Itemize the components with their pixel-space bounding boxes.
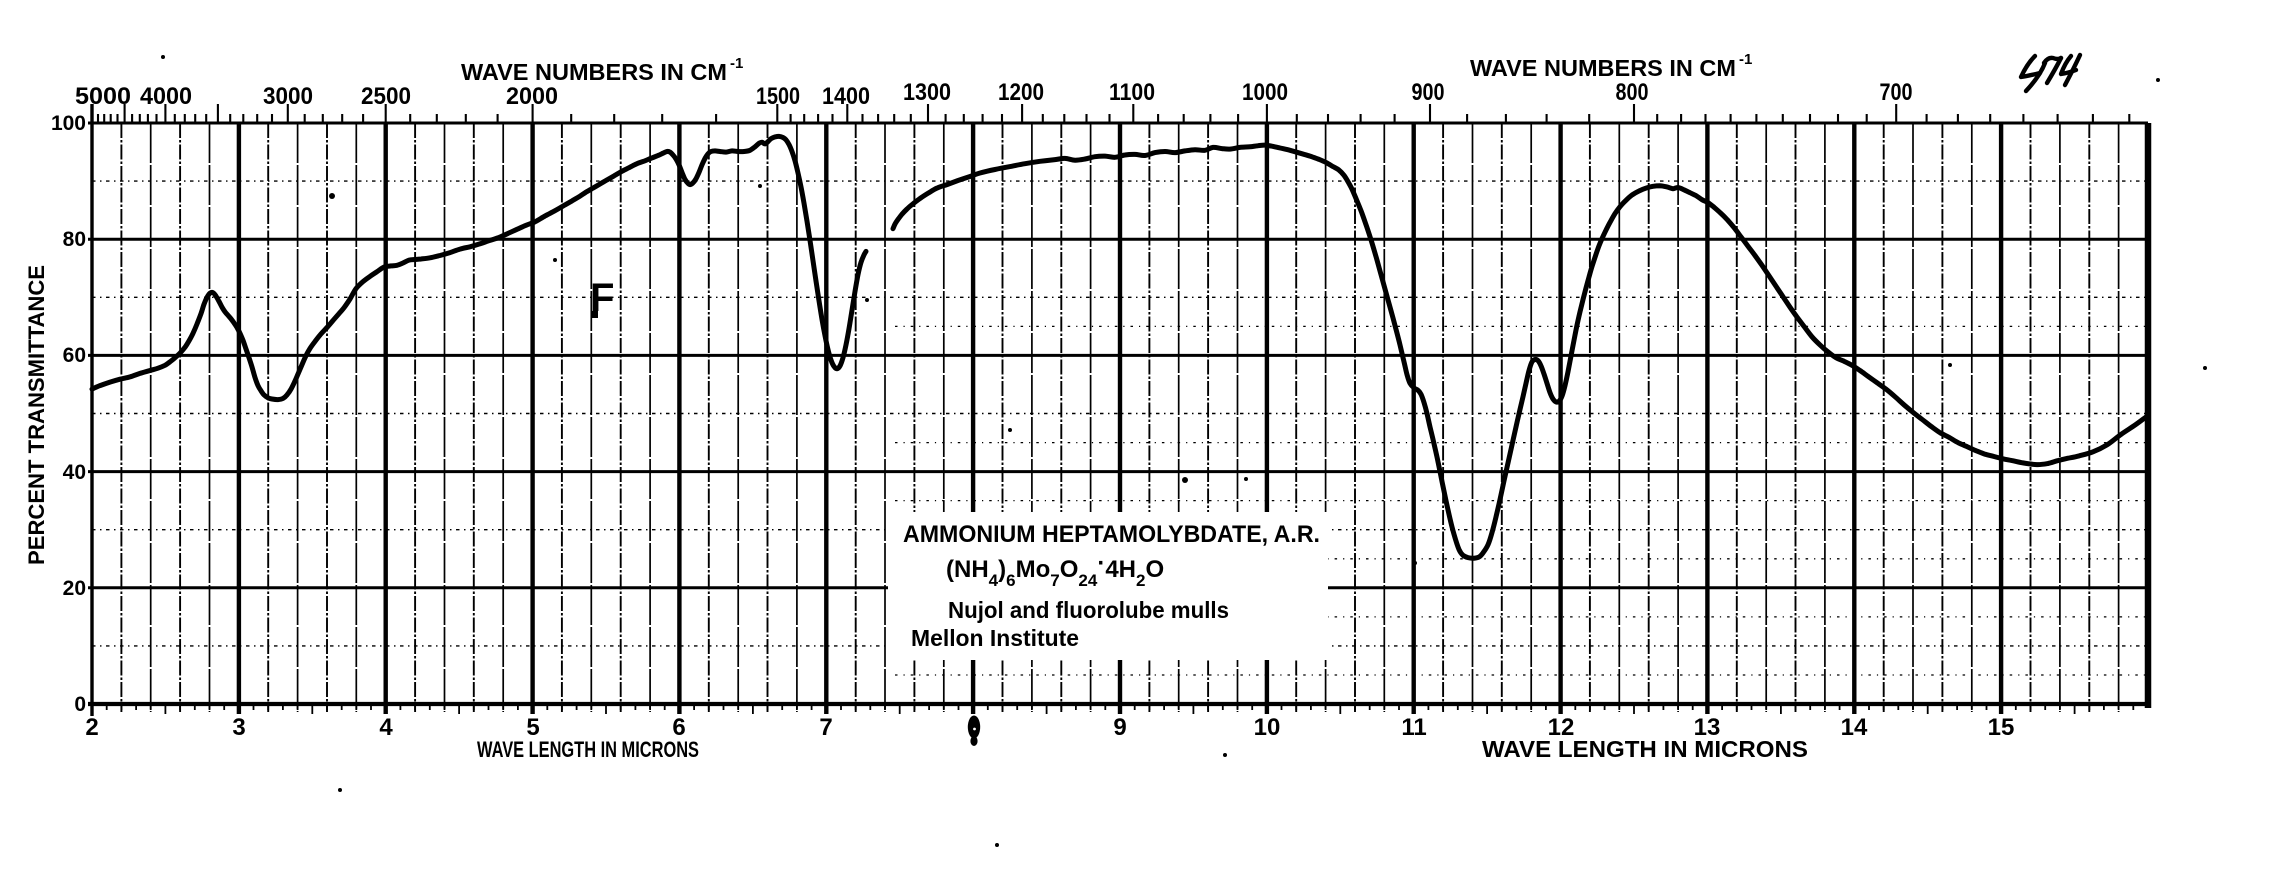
svg-text:6: 6 <box>672 714 685 741</box>
svg-text:700: 700 <box>1880 79 1913 106</box>
svg-text:1100: 1100 <box>1109 79 1155 106</box>
svg-text:4: 4 <box>379 714 393 741</box>
svg-text:0: 0 <box>74 693 86 716</box>
svg-text:2500: 2500 <box>361 83 411 110</box>
svg-text:13: 13 <box>1694 714 1721 741</box>
svg-text:-1: -1 <box>730 55 743 72</box>
svg-text:1300: 1300 <box>903 79 951 106</box>
svg-text:1400: 1400 <box>822 83 870 110</box>
svg-text:80: 80 <box>63 228 86 251</box>
svg-text:WAVE LENGTH IN MICRONS: WAVE LENGTH IN MICRONS <box>1482 736 1808 762</box>
svg-text:WAVE LENGTH IN MICRONS: WAVE LENGTH IN MICRONS <box>477 737 699 762</box>
svg-text:1500: 1500 <box>756 83 800 110</box>
svg-text:2: 2 <box>85 714 98 741</box>
svg-text:5: 5 <box>526 714 539 741</box>
svg-text:WAVE NUMBERS IN CM: WAVE NUMBERS IN CM <box>461 59 727 85</box>
svg-text:3000: 3000 <box>263 83 313 110</box>
svg-text:800: 800 <box>1616 79 1649 106</box>
svg-text:7: 7 <box>819 714 832 741</box>
svg-text:Nujol and fluorolube mulls: Nujol and fluorolube mulls <box>948 597 1229 623</box>
svg-text:12: 12 <box>1548 714 1575 741</box>
svg-text:4000: 4000 <box>140 83 192 110</box>
svg-text:14: 14 <box>1841 714 1868 741</box>
svg-text:-1: -1 <box>1739 51 1752 68</box>
svg-text:1200: 1200 <box>998 79 1044 106</box>
svg-text:10: 10 <box>1254 714 1281 741</box>
svg-text:WAVE NUMBERS IN CM: WAVE NUMBERS IN CM <box>1470 55 1736 81</box>
svg-text:20: 20 <box>63 577 86 600</box>
svg-text:2000: 2000 <box>506 83 558 110</box>
svg-text:15: 15 <box>1988 714 2015 741</box>
svg-text:3: 3 <box>232 714 245 741</box>
svg-text:PERCENT TRANSMITTANCE: PERCENT TRANSMITTANCE <box>24 265 49 565</box>
svg-text:1000: 1000 <box>1242 79 1288 106</box>
svg-text:Mellon Institute: Mellon Institute <box>911 625 1079 651</box>
svg-text:60: 60 <box>63 344 86 367</box>
svg-text:11: 11 <box>1401 714 1426 741</box>
svg-text:9: 9 <box>1113 714 1126 741</box>
svg-text:5000: 5000 <box>75 83 131 110</box>
svg-text:100: 100 <box>51 112 86 135</box>
svg-text:900: 900 <box>1412 79 1445 106</box>
svg-text:AMMONIUM HEPTAMOLYBDATE, A.R: AMMONIUM HEPTAMOLYBDATE, A.R. <box>903 521 1320 548</box>
svg-text:40: 40 <box>63 461 86 484</box>
